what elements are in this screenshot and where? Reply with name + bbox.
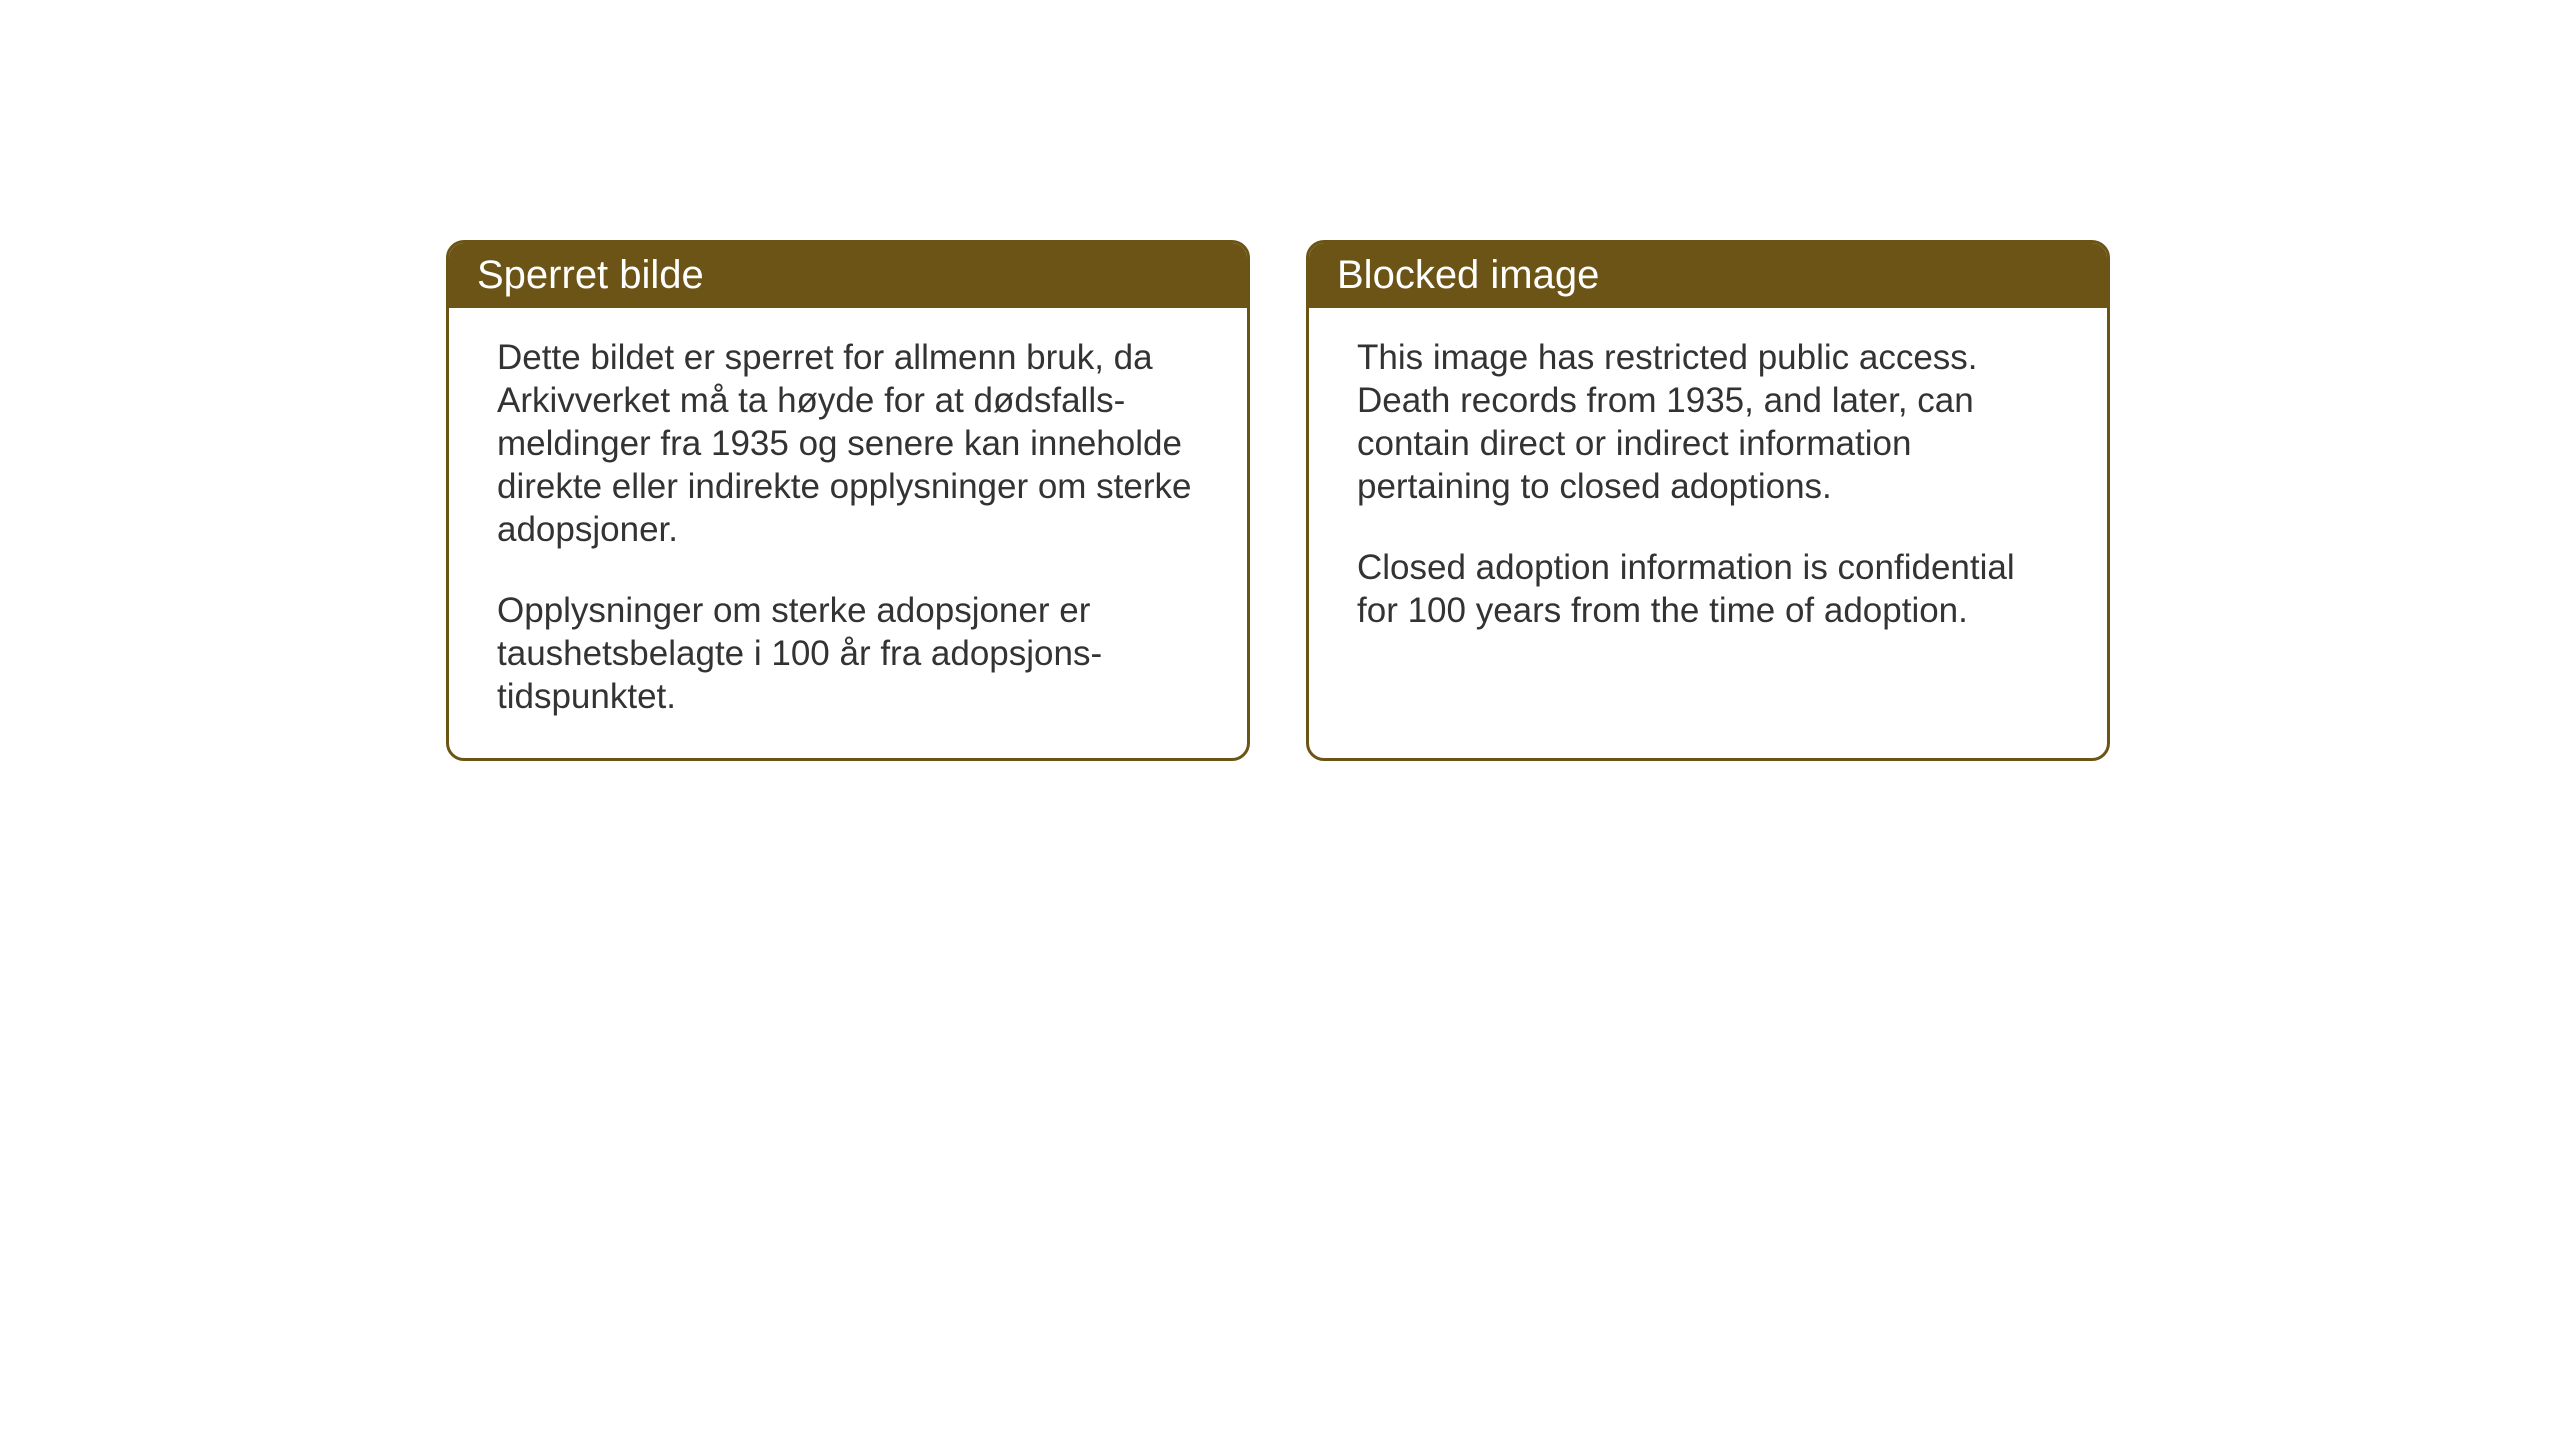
norwegian-card-header: Sperret bilde <box>449 243 1247 308</box>
english-paragraph-2: Closed adoption information is confident… <box>1357 546 2059 632</box>
norwegian-paragraph-2: Opplysninger om sterke adopsjoner er tau… <box>497 589 1199 718</box>
english-card-body: This image has restricted public access.… <box>1309 308 2107 672</box>
english-card-title: Blocked image <box>1337 253 1599 297</box>
english-card-header: Blocked image <box>1309 243 2107 308</box>
norwegian-card-body: Dette bildet er sperret for allmenn bruk… <box>449 308 1247 758</box>
norwegian-notice-card: Sperret bilde Dette bildet er sperret fo… <box>446 240 1250 761</box>
notice-container: Sperret bilde Dette bildet er sperret fo… <box>446 240 2110 761</box>
english-paragraph-1: This image has restricted public access.… <box>1357 336 2059 508</box>
norwegian-paragraph-1: Dette bildet er sperret for allmenn bruk… <box>497 336 1199 551</box>
norwegian-card-title: Sperret bilde <box>477 253 704 297</box>
english-notice-card: Blocked image This image has restricted … <box>1306 240 2110 761</box>
